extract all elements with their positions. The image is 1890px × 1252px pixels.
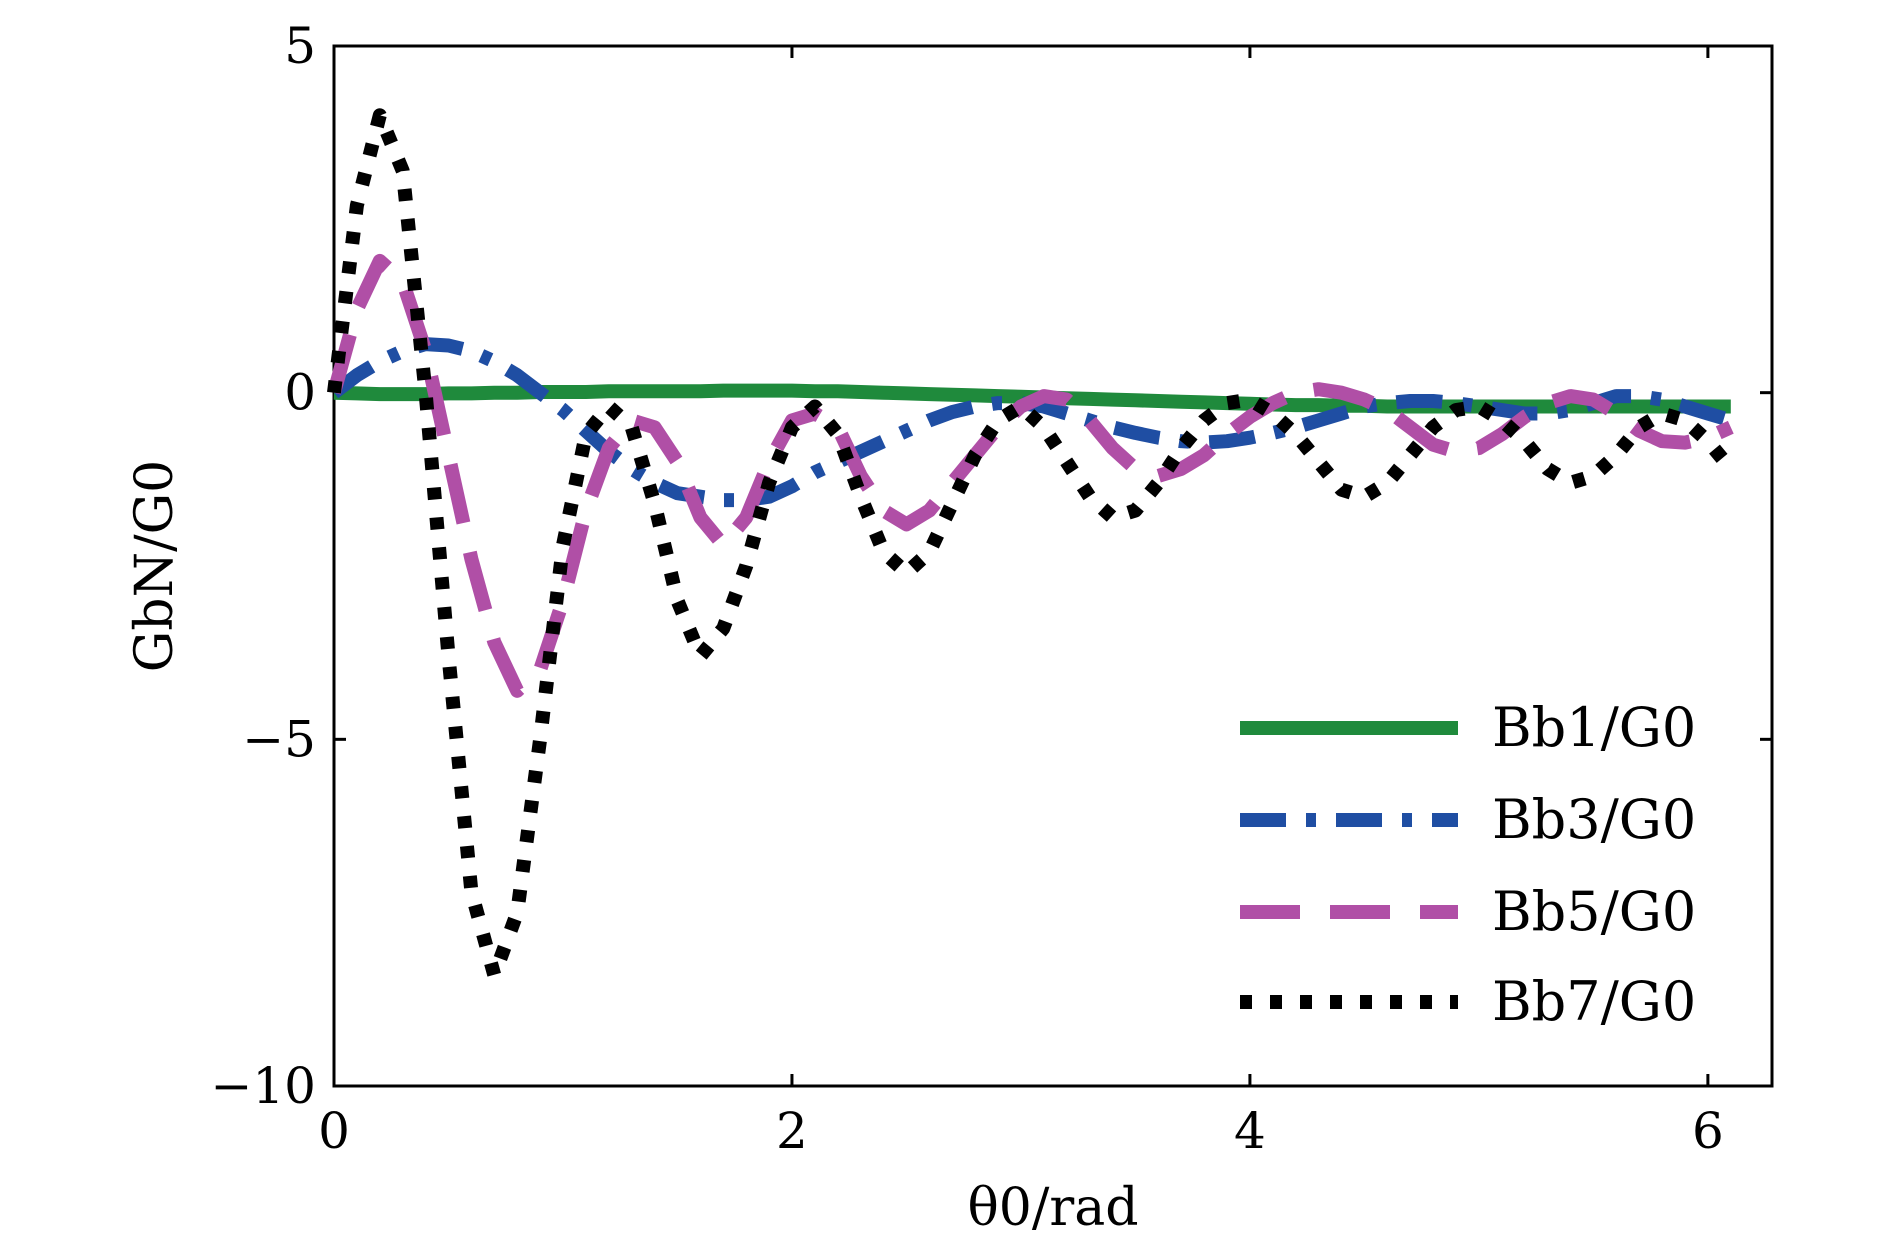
x-tick-labels: 0 2 4 6 bbox=[318, 1102, 1724, 1160]
y-tick-labels: −10 −5 0 5 bbox=[210, 17, 316, 1115]
series-line-3 bbox=[327, 253, 1734, 698]
x-tick-label: 4 bbox=[1234, 1102, 1266, 1160]
x-tick-label: 6 bbox=[1692, 1102, 1724, 1160]
series-line-4 bbox=[327, 108, 1737, 983]
y-tick-label: 5 bbox=[284, 17, 316, 75]
y-tick-label: −10 bbox=[210, 1057, 316, 1115]
x-tick-label: 0 bbox=[318, 1102, 350, 1160]
legend-label-1: Bb1/G0 bbox=[1492, 696, 1696, 759]
y-axis-label: GbN/G0 bbox=[125, 460, 185, 672]
legend-label-2: Bb3/G0 bbox=[1492, 788, 1696, 851]
legend-label-4: Bb7/G0 bbox=[1492, 970, 1696, 1033]
x-tick-label: 2 bbox=[776, 1102, 808, 1160]
y-tick-label: 0 bbox=[284, 364, 316, 422]
y-tick-label: −5 bbox=[242, 710, 316, 768]
legend: Bb1/G0 Bb3/G0 Bb5/G0 Bb7/G0 bbox=[1240, 696, 1696, 1033]
plot-frame bbox=[332, 44, 1774, 1088]
legend-label-3: Bb5/G0 bbox=[1492, 880, 1696, 943]
x-axis-label: θ0/rad bbox=[967, 1178, 1138, 1238]
series-lines bbox=[327, 108, 1737, 983]
